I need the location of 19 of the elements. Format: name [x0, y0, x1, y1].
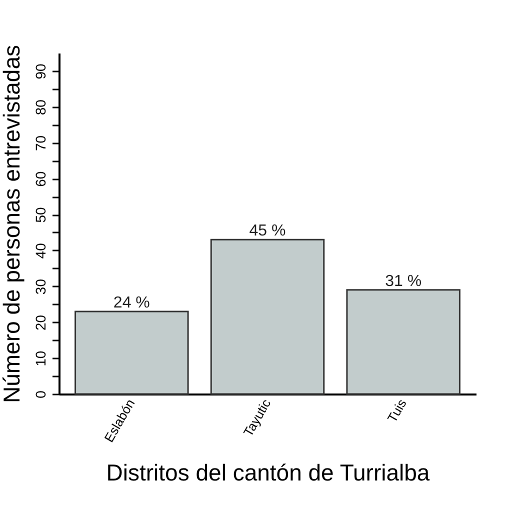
y-tick-label: 90 [32, 63, 48, 80]
bar [210, 238, 325, 395]
annotation: 24 % [113, 294, 150, 312]
y-tick-label: 10 [32, 350, 48, 366]
y-axis-title: Número de personas entrevistadas [0, 45, 24, 403]
y-tick-label: 20 [32, 314, 48, 330]
x-tick-label: Tuis [384, 396, 410, 425]
y-tick-label: 70 [32, 135, 48, 152]
y-tick-label: 0 [32, 390, 48, 398]
y-tick-label: 60 [32, 171, 48, 187]
y-tick-label: 40 [32, 242, 48, 259]
y-tick-label: 30 [32, 278, 48, 295]
annotation: 45 % [249, 222, 286, 240]
y-tick-label: 80 [32, 99, 48, 116]
x-axis-title: Distritos del cantón de Turrialba [106, 460, 430, 486]
y-tick-label: 50 [32, 207, 48, 223]
bar [346, 289, 460, 395]
annotation: 31 % [385, 272, 422, 290]
bar [74, 310, 189, 395]
